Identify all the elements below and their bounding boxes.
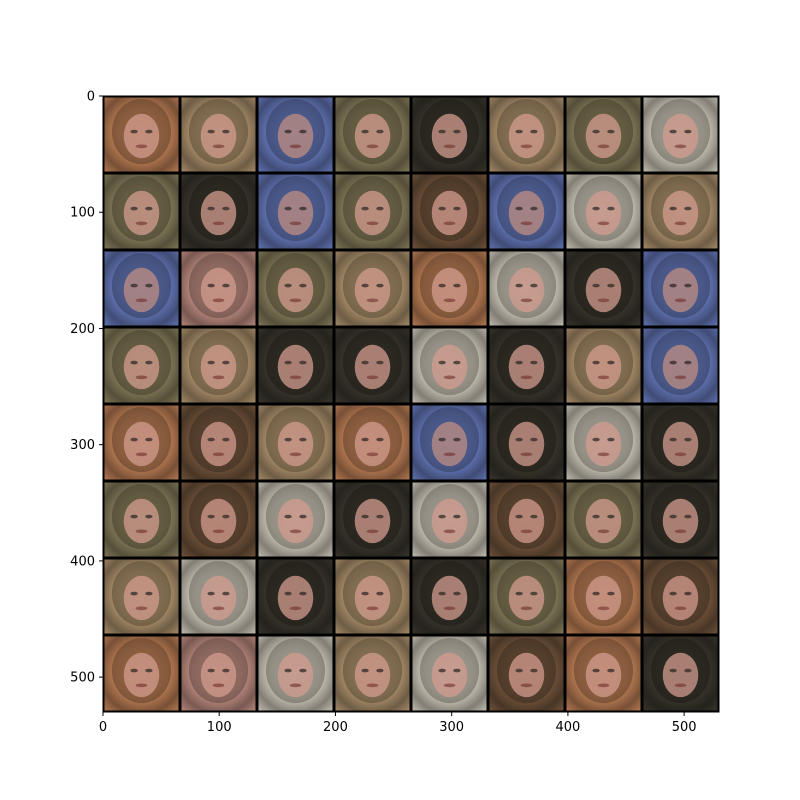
face-tile-r8-c2 [181,636,256,711]
face-tile-r1-c4 [335,97,410,172]
x-tick-label: 0 [99,720,107,735]
face-tile-r2-c4 [335,174,410,249]
face-tile-r2-c6 [489,174,564,249]
face-tile-r1-c7 [566,97,641,172]
x-tick-label: 300 [439,720,464,735]
face-tile-r6-c2 [181,482,256,557]
face-tile-r3-c5 [412,251,487,326]
face-tile-r3-c3 [258,251,333,326]
y-tick-label: 500 [70,671,95,686]
face-tile-r5-c4 [335,405,410,480]
face-tile-r3-c8 [643,251,718,326]
face-tile-r6-c6 [489,482,564,557]
face-tile-r6-c1 [104,482,179,557]
face-tile-r7-c3 [258,559,333,634]
y-tick-label: 0 [87,90,95,105]
face-tile-r5-c2 [181,405,256,480]
face-tile-r6-c8 [643,482,718,557]
face-tile-r7-c4 [335,559,410,634]
face-tile-r5-c6 [489,405,564,480]
face-tile-r4-c4 [335,328,410,403]
face-tile-r1-c1 [104,97,179,172]
x-axis: 0 100 200 300 400 500 [99,712,697,735]
plot-frame [102,95,720,713]
face-tile-r2-c1 [104,174,179,249]
face-tile-r7-c8 [643,559,718,634]
face-tile-r6-c5 [412,482,487,557]
y-tick-label: 200 [70,322,95,337]
y-axis: 0 100 200 300 400 500 [70,90,103,686]
face-tile-r1-c2 [181,97,256,172]
face-tile-r8-c7 [566,636,641,711]
face-tile-r2-c7 [566,174,641,249]
face-tile-r3-c1 [104,251,179,326]
face-tile-r7-c2 [181,559,256,634]
face-tile-r8-c1 [104,636,179,711]
face-tile-r6-c4 [335,482,410,557]
face-tile-r5-c8 [643,405,718,480]
face-tile-r4-c7 [566,328,641,403]
face-tile-r2-c5 [412,174,487,249]
face-tile-r8-c5 [412,636,487,711]
face-tile-r8-c8 [643,636,718,711]
face-tile-r4-c2 [181,328,256,403]
face-tile-r3-c2 [181,251,256,326]
face-tile-r2-c2 [181,174,256,249]
face-tile-r7-c7 [566,559,641,634]
y-tick-label: 100 [70,206,95,221]
face-tile-r5-c5 [412,405,487,480]
face-tile-r2-c3 [258,174,333,249]
face-tile-r7-c1 [104,559,179,634]
face-tile-r4-c8 [643,328,718,403]
face-tile-r4-c5 [412,328,487,403]
face-tile-r1-c5 [412,97,487,172]
face-tile-r5-c7 [566,405,641,480]
x-tick-label: 100 [207,720,232,735]
image-grid [103,96,719,712]
face-tile-r4-c1 [104,328,179,403]
y-tick-label: 400 [70,554,95,569]
x-tick-label: 200 [323,720,348,735]
face-tile-r3-c6 [489,251,564,326]
face-tile-r8-c6 [489,636,564,711]
face-tile-r8-c4 [335,636,410,711]
face-tile-r1-c3 [258,97,333,172]
y-tick-label: 300 [70,438,95,453]
x-tick-label: 400 [555,720,580,735]
face-tile-r7-c5 [412,559,487,634]
face-tile-r1-c6 [489,97,564,172]
x-tick-label: 500 [672,720,697,735]
face-tile-r6-c7 [566,482,641,557]
face-tile-r4-c3 [258,328,333,403]
face-tile-r1-c8 [643,97,718,172]
face-tile-r5-c3 [258,405,333,480]
face-tile-r8-c3 [258,636,333,711]
face-tile-r6-c3 [258,482,333,557]
face-tile-r4-c6 [489,328,564,403]
face-tile-r2-c8 [643,174,718,249]
face-tile-r7-c6 [489,559,564,634]
face-tile-r5-c1 [104,405,179,480]
face-tile-r3-c4 [335,251,410,326]
face-tile-r3-c7 [566,251,641,326]
